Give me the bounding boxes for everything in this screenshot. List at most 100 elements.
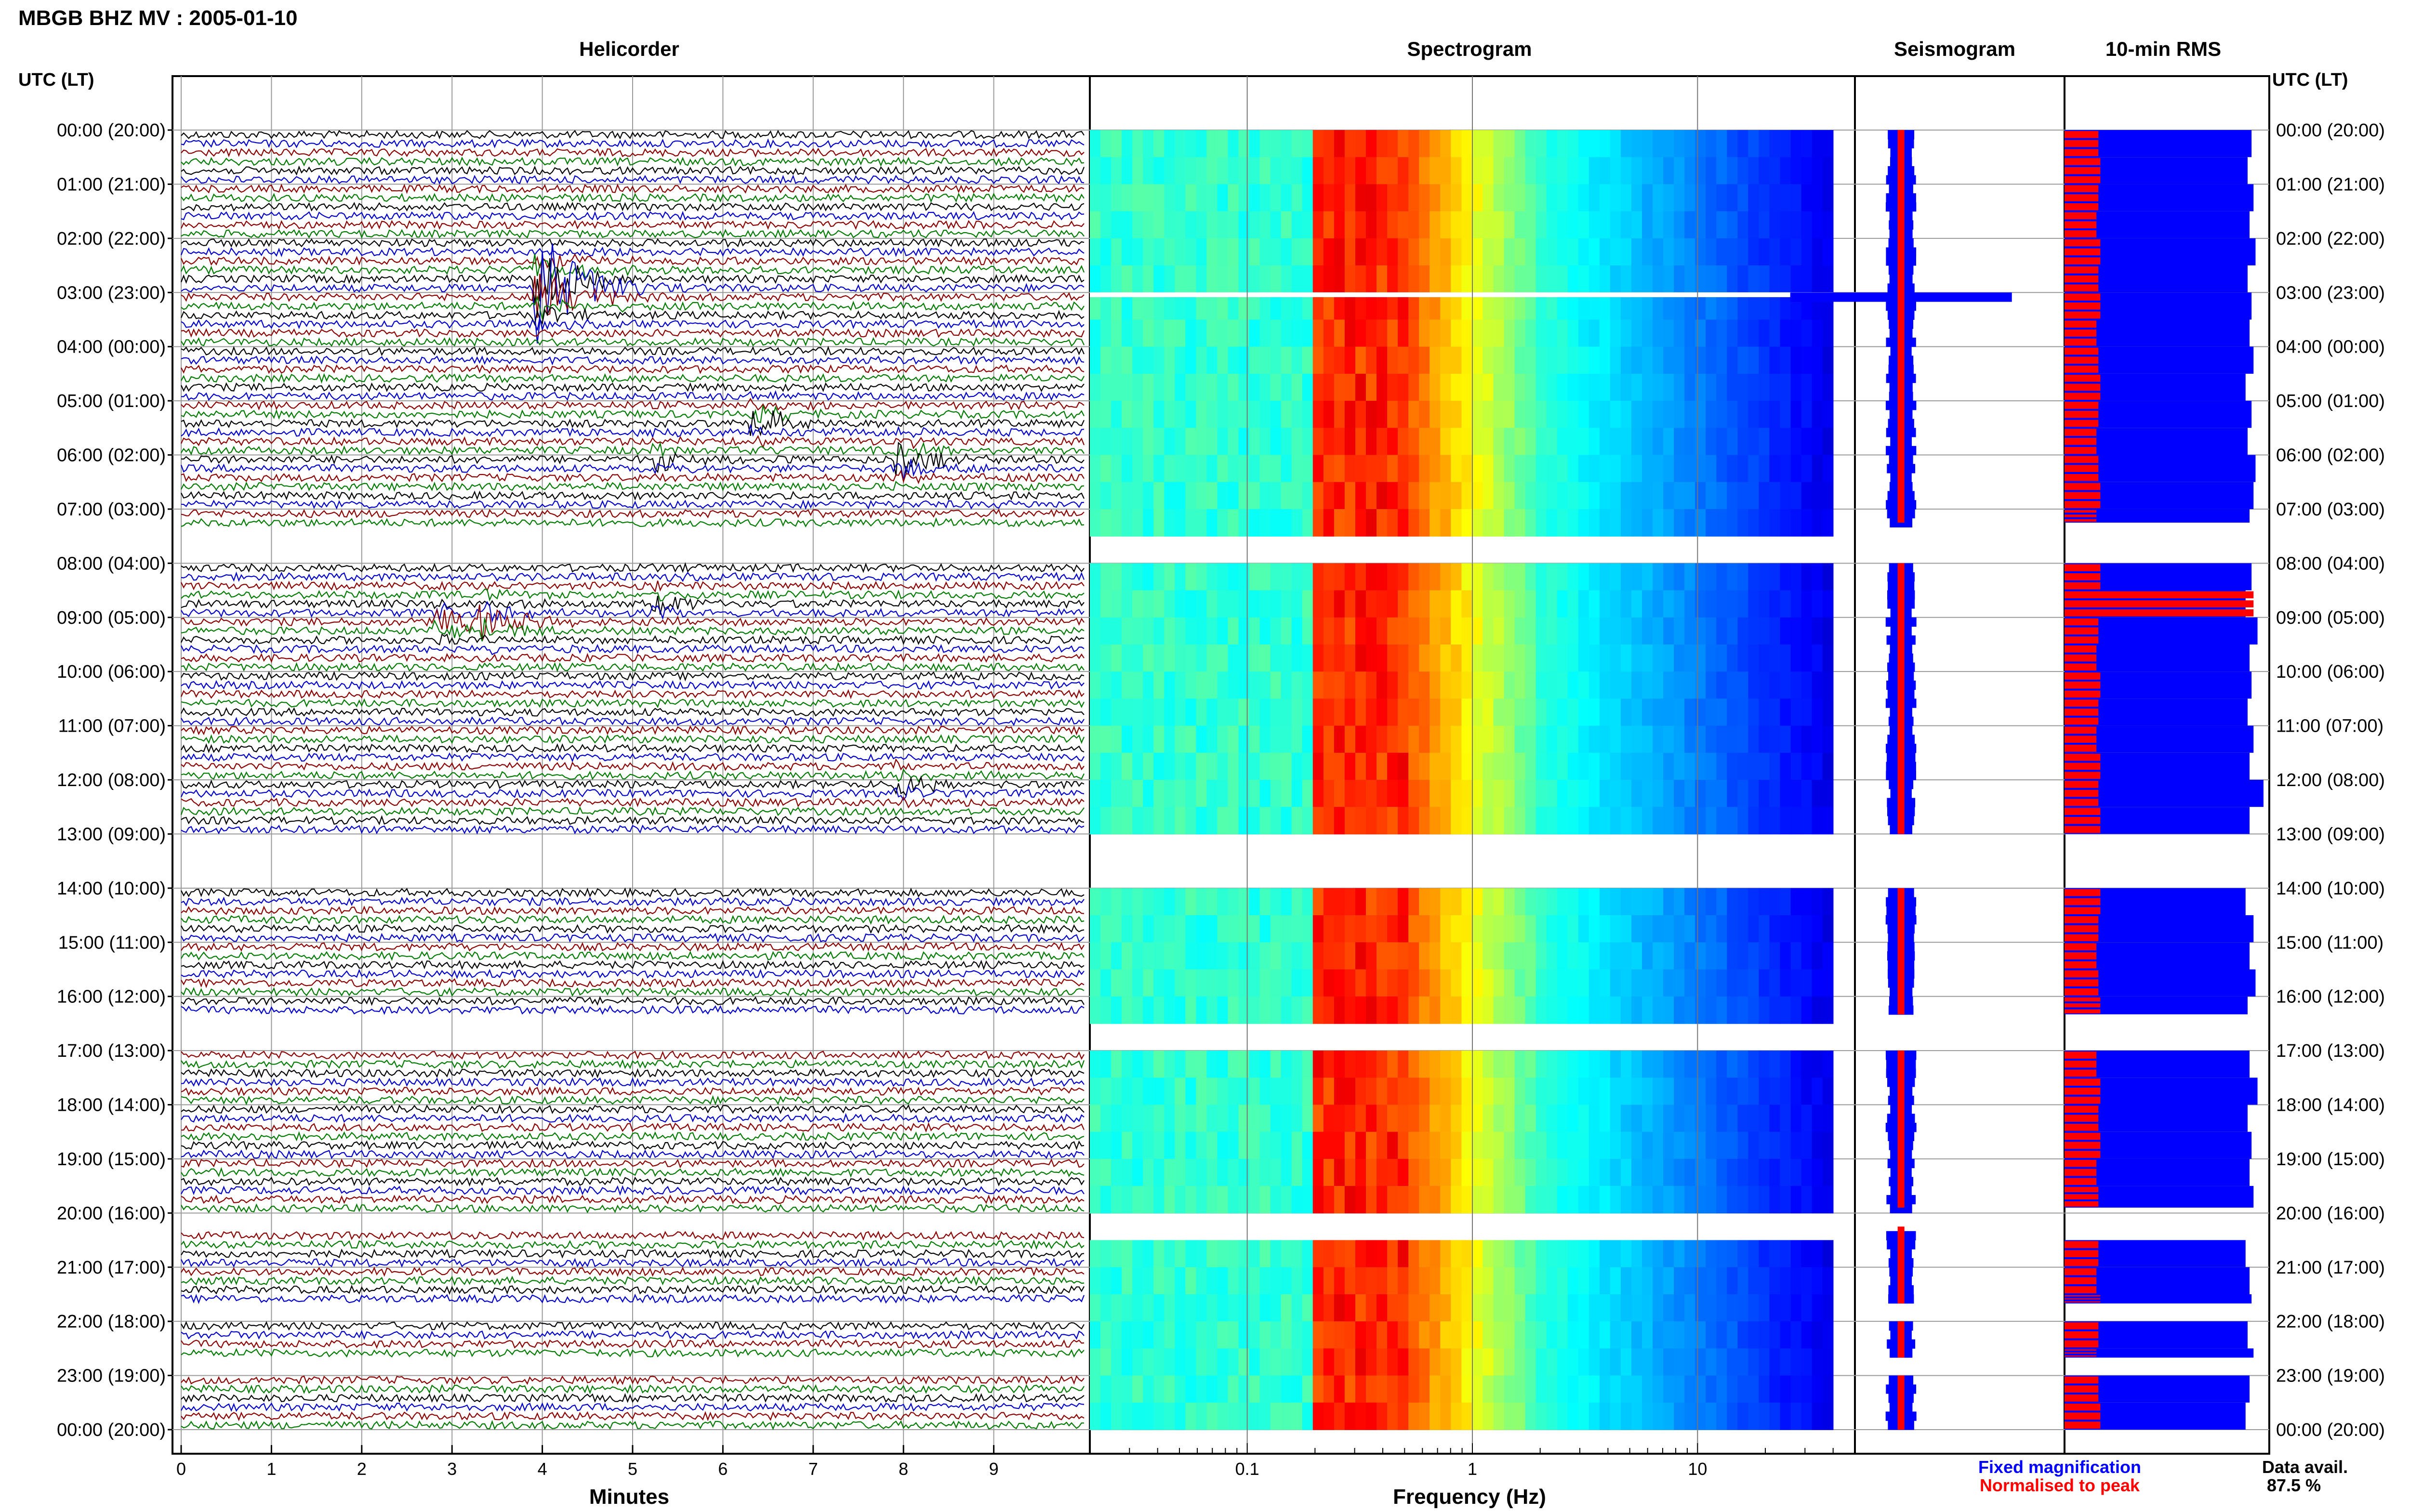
helicorder-trace [181,165,1085,176]
spectrogram-cell [1377,780,1388,807]
rms-normalised-bar [2065,1201,2099,1207]
spectrogram-cell [1599,644,1611,672]
spectrogram-cell [1769,590,1781,618]
spectrogram-cell [1461,888,1473,916]
spectrogram-cell [1153,211,1165,239]
rms-normalised-bar [2065,212,2097,220]
spectrogram-cell [1812,725,1823,753]
spectrogram-cell [1196,265,1207,293]
spectrogram-cell [1387,1158,1398,1186]
spectrogram-cell [1727,563,1738,591]
spectrogram-cell [1366,1104,1377,1132]
spectrogram-cell [1355,969,1366,997]
spectrogram-cell [1557,319,1568,347]
spectrogram-cell [1780,996,1791,1024]
spectrogram-cell [1196,428,1207,456]
spectrogram-cell [1334,1402,1345,1430]
spectrogram-cell [1206,482,1218,510]
spectrogram-cell [1387,1078,1398,1105]
spectrogram-cell [1185,698,1197,726]
spectrogram-cell [1164,563,1176,591]
spectrogram-cell [1238,1294,1250,1322]
spectrogram-cell [1482,509,1494,537]
spectrogram-cell [1249,888,1260,916]
spectrogram-cell [1270,292,1282,320]
spectrogram-cell [1653,1186,1664,1214]
spectrogram-cell [1249,671,1260,699]
spectrogram-cell [1440,915,1452,943]
spectrogram-cell [1727,1375,1738,1403]
spectrogram-cell [1291,644,1303,672]
spectrogram-cell [1440,428,1452,456]
time-label: 12:00 (08:00) [2276,770,2385,790]
spectrogram-cell [1482,1051,1494,1078]
spectrogram-cell [1716,509,1728,537]
spectrogram-cell [1663,1240,1674,1268]
spectrogram-cell [1716,969,1728,997]
spectrogram-cell [1504,1051,1515,1078]
spectrogram-cell [1366,807,1377,835]
spectrogram-cell [1822,942,1834,970]
spectrogram-cell [1557,725,1568,753]
spectrogram-cell [1674,1186,1685,1214]
spectrogram-cell [1737,590,1749,618]
spectrogram-cell [1663,428,1674,456]
time-label: 16:00 (12:00) [2276,987,2385,1007]
spectrogram-cell [1355,1375,1366,1403]
spectrogram-cell [1281,617,1292,645]
spectrogram-cell [1398,157,1409,185]
spectrogram-cell [1642,1078,1653,1105]
spectrogram-cell [1631,509,1642,537]
spectrogram-cell [1663,292,1674,320]
spectrogram-cell [1355,590,1366,618]
spectrogram-cell [1164,1051,1176,1078]
spectrogram-cell [1642,292,1653,320]
spectrogram-cell [1759,346,1770,374]
time-label: 02:00 (22:00) [2276,229,2385,249]
spectrogram-cell [1461,211,1473,239]
spectrogram-cell [1737,644,1749,672]
spectrogram-cell [1259,1402,1271,1430]
spectrogram-cell [1323,1294,1335,1322]
spectrogram-cell [1727,807,1738,835]
spectrogram-cell [1312,1131,1324,1159]
spectrogram-cell [1578,752,1589,780]
spectrogram-cell [1451,942,1462,970]
spectrogram-cell [1122,509,1133,537]
panel-title-seismogram: Seismogram [1894,38,2015,60]
spectrogram-cell [1302,455,1313,483]
spectrogram-cell [1366,1078,1377,1105]
spectrogram-cell [1249,698,1260,726]
spectrogram-cell [1822,1158,1834,1186]
spectrogram-cell [1153,1240,1165,1268]
spectrogram-cell [1716,428,1728,456]
spectrogram-cell [1122,644,1133,672]
spectrogram-cell [1695,671,1706,699]
spectrogram-cell [1472,482,1483,510]
spectrogram-cell [1281,1104,1292,1132]
time-label: 06:00 (02:00) [2276,446,2385,466]
spectrogram-cell [1175,1158,1186,1186]
spectrogram-cell [1727,590,1738,618]
spectrogram-cell [1419,1402,1430,1430]
spectrogram-cell [1706,238,1717,266]
spectrogram-cell [1663,1267,1674,1295]
spectrogram-cell [1249,1051,1260,1078]
spectrogram-cell [1366,346,1377,374]
spectrogram-cell [1323,482,1335,510]
spectrogram-cell [1185,915,1197,943]
spectrogram-cell [1270,1267,1282,1295]
rms-normalised-bar [2065,1159,2097,1167]
spectrogram-cell [1822,671,1834,699]
spectrogram-cell [1355,319,1366,347]
spectrogram-cell [1493,373,1505,401]
spectrogram-cell [1259,292,1271,320]
spectrogram-cell [1567,563,1579,591]
spectrogram-cell [1302,184,1313,212]
spectrogram-cell [1249,1321,1260,1349]
spectrogram-cell [1790,455,1802,483]
spectrogram-cell [1196,1131,1207,1159]
spectrogram-cell [1122,373,1133,401]
time-label: 04:00 (00:00) [2276,337,2385,357]
spectrogram-cell [1461,130,1473,158]
